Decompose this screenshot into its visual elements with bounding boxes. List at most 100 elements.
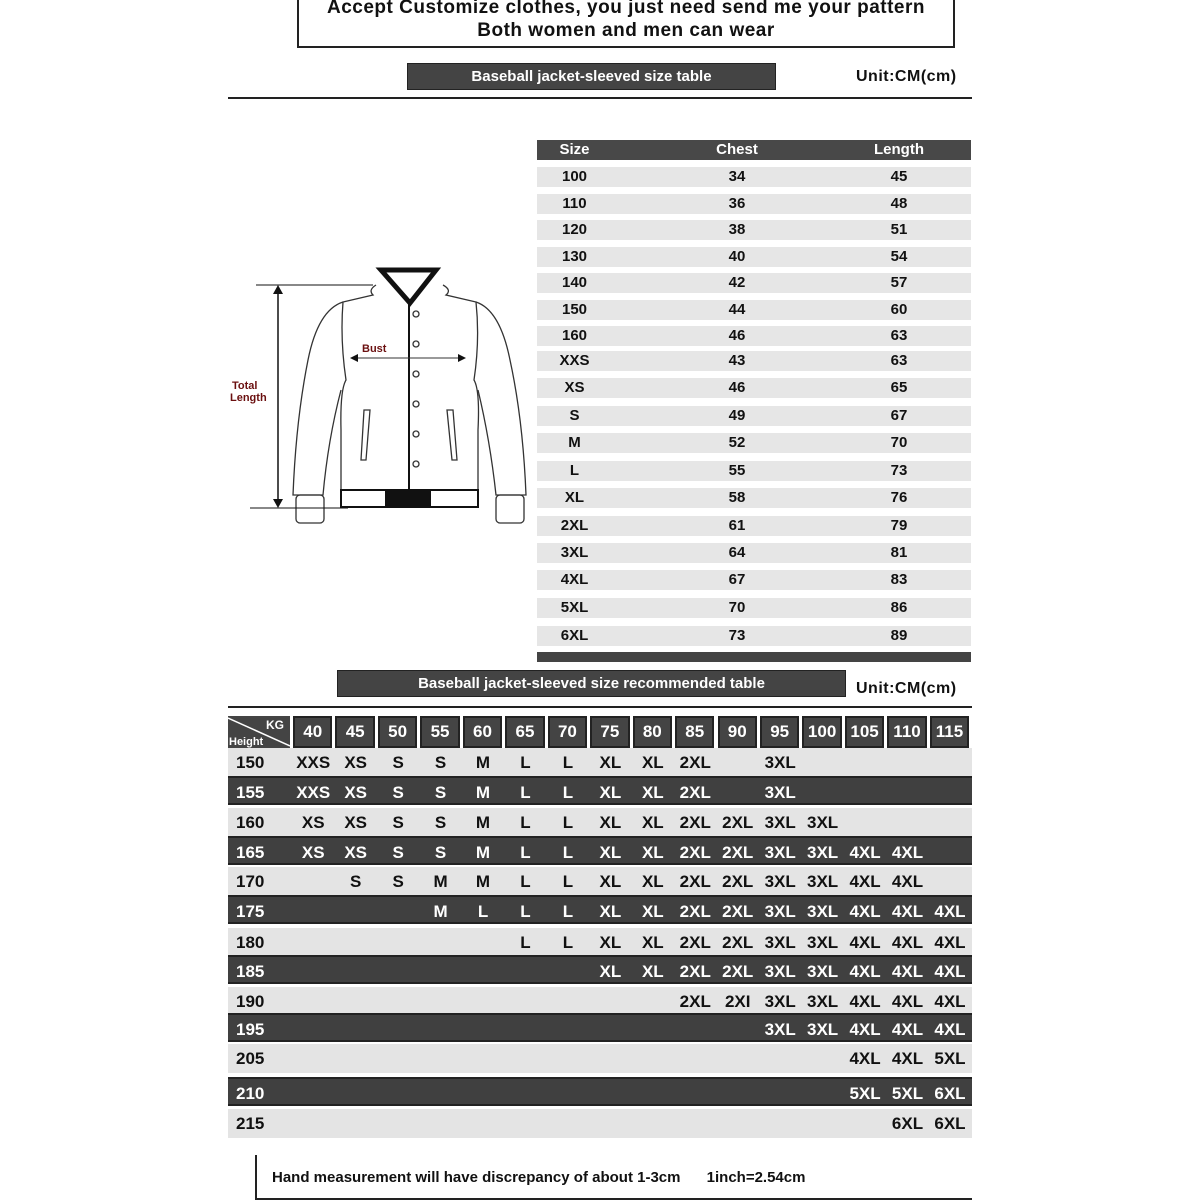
cell: 64: [728, 544, 746, 561]
size-cell: 3XL: [807, 992, 839, 1011]
corner-kg: KG: [266, 718, 284, 732]
size-cell: L: [520, 902, 531, 921]
weight-header: 50: [377, 716, 418, 748]
cell: 44: [728, 301, 746, 318]
size-cell: XL: [641, 753, 664, 772]
weight-header: 100: [802, 716, 842, 748]
size-cell: S: [434, 753, 447, 772]
size-cell: 3XL: [807, 902, 839, 921]
size-cell: XL: [599, 753, 622, 772]
cell: 140: [561, 274, 588, 291]
cell: 76: [890, 489, 908, 506]
size-table-row: XL 58 76: [537, 488, 971, 508]
size-cell: XS: [344, 843, 367, 862]
size-cell: S: [392, 872, 404, 891]
cell: 100: [561, 168, 588, 185]
size-cell: 4XL: [934, 962, 966, 981]
height-label: 190: [236, 992, 265, 1011]
weight-header: 55: [420, 716, 460, 748]
weight-header: 85: [675, 716, 715, 748]
size-cell: L: [562, 933, 574, 952]
cell: 70: [728, 599, 746, 616]
cell: 65: [890, 379, 908, 396]
cell: 110: [562, 195, 587, 212]
recommend-row: 175 M L L L XL XL 2XL 2XL 3XL 3XL 4XL 4XL 4XL: [228, 895, 972, 924]
cell: 58: [728, 489, 746, 506]
cell: 89: [890, 627, 908, 644]
corner-header: KG Height: [228, 716, 290, 748]
size-cell: L: [520, 843, 531, 862]
size-table-row: 6XL 73 89: [537, 626, 971, 646]
cell: 49: [728, 407, 746, 424]
weight-header: 40: [293, 716, 333, 748]
recommend-row: 215 6XL 6XL: [228, 1109, 972, 1138]
recommend-row: 160 XS XS S S M L L XL XL 2XL 2XL 3XL 3XL: [228, 808, 972, 837]
size-table-header: Size Chest Length: [537, 140, 971, 160]
size-cell: 4XL: [891, 962, 924, 981]
weight-header: 60: [462, 716, 503, 748]
cell: XS: [564, 379, 585, 396]
cell: 79: [890, 517, 908, 534]
cell: 61: [728, 517, 746, 534]
weight-header: 115: [929, 716, 970, 748]
size-cell: 2XL: [722, 843, 754, 862]
size-cell: 2XL: [679, 962, 711, 981]
cell: 160: [561, 327, 588, 344]
size-table-row: 100 34 45: [537, 167, 971, 187]
size-cell: L: [562, 843, 574, 862]
size-cell: 2XL: [722, 933, 754, 952]
size-cell: L: [562, 902, 574, 921]
size-cell: 2XL: [722, 813, 754, 832]
cell: 45: [890, 168, 908, 185]
recommend-table-title: Baseball jacket-sleeved size recommended…: [337, 670, 846, 697]
size-cell: 4XL: [891, 872, 924, 891]
size-cell: 3XL: [764, 843, 796, 862]
size-cell: XXS: [296, 753, 331, 772]
size-cell: 6XL: [934, 1114, 966, 1133]
jacket-diagram: Bust Total Length: [230, 267, 527, 524]
size-cell: XS: [344, 783, 367, 802]
size-cell: 3XL: [764, 1020, 796, 1039]
cell: 36: [728, 195, 746, 212]
size-cell: S: [434, 783, 447, 802]
cell: 2XL: [560, 517, 589, 534]
cell: 46: [728, 327, 746, 344]
size-cell: 2XL: [679, 992, 711, 1011]
size-table-row: 160 46 63: [537, 326, 971, 346]
size-cell: XL: [599, 962, 622, 981]
size-cell: 4XL: [849, 902, 881, 921]
size-cell: L: [520, 872, 531, 891]
recommend-row: 185 XL XL 2XL 2XL 3XL 3XL 4XL 4XL 4XL: [228, 955, 972, 984]
cell: XXS: [559, 352, 590, 369]
size-cell: 4XL: [849, 962, 881, 981]
weight-header: 90: [717, 716, 757, 748]
size-cell: XL: [599, 933, 622, 952]
size-table-unit: Unit:CM(cm): [856, 68, 957, 85]
weight-header: 80: [632, 716, 673, 748]
weight-header: 75: [590, 716, 630, 748]
size-table-row: 5XL 70 86: [537, 598, 971, 618]
recommend-row: 165 XS XS S S M L L XL XL 2XL 2XL 3XL 3XL 4XL 4XL: [228, 836, 972, 865]
size-cell: XL: [641, 933, 664, 952]
total-length-label-2: Length: [230, 392, 267, 404]
cell: Length: [874, 141, 924, 158]
recommend-row: 190 2XL 2XI 3XL 3XL 4XL 4XL 4XL: [228, 987, 972, 1016]
size-cell: M: [475, 753, 491, 772]
size-cell: 2XL: [722, 872, 754, 891]
cell: 120: [561, 221, 588, 238]
cell: 70: [890, 434, 908, 451]
size-cell: L: [477, 902, 489, 921]
size-cell: 2XL: [679, 813, 711, 832]
cell: 34: [728, 168, 746, 185]
size-cell: XL: [599, 843, 622, 862]
size-cell: XS: [344, 753, 367, 772]
size-cell: XL: [599, 872, 622, 891]
size-cell: XL: [599, 902, 622, 921]
size-cell: XL: [641, 783, 664, 802]
size-cell: S: [392, 843, 404, 862]
size-cell: 3XL: [764, 872, 796, 891]
size-cell: 4XL: [891, 992, 924, 1011]
size-cell: 4XL: [934, 992, 966, 1011]
weight-header: 70: [547, 716, 588, 748]
size-cell: M: [475, 813, 491, 832]
